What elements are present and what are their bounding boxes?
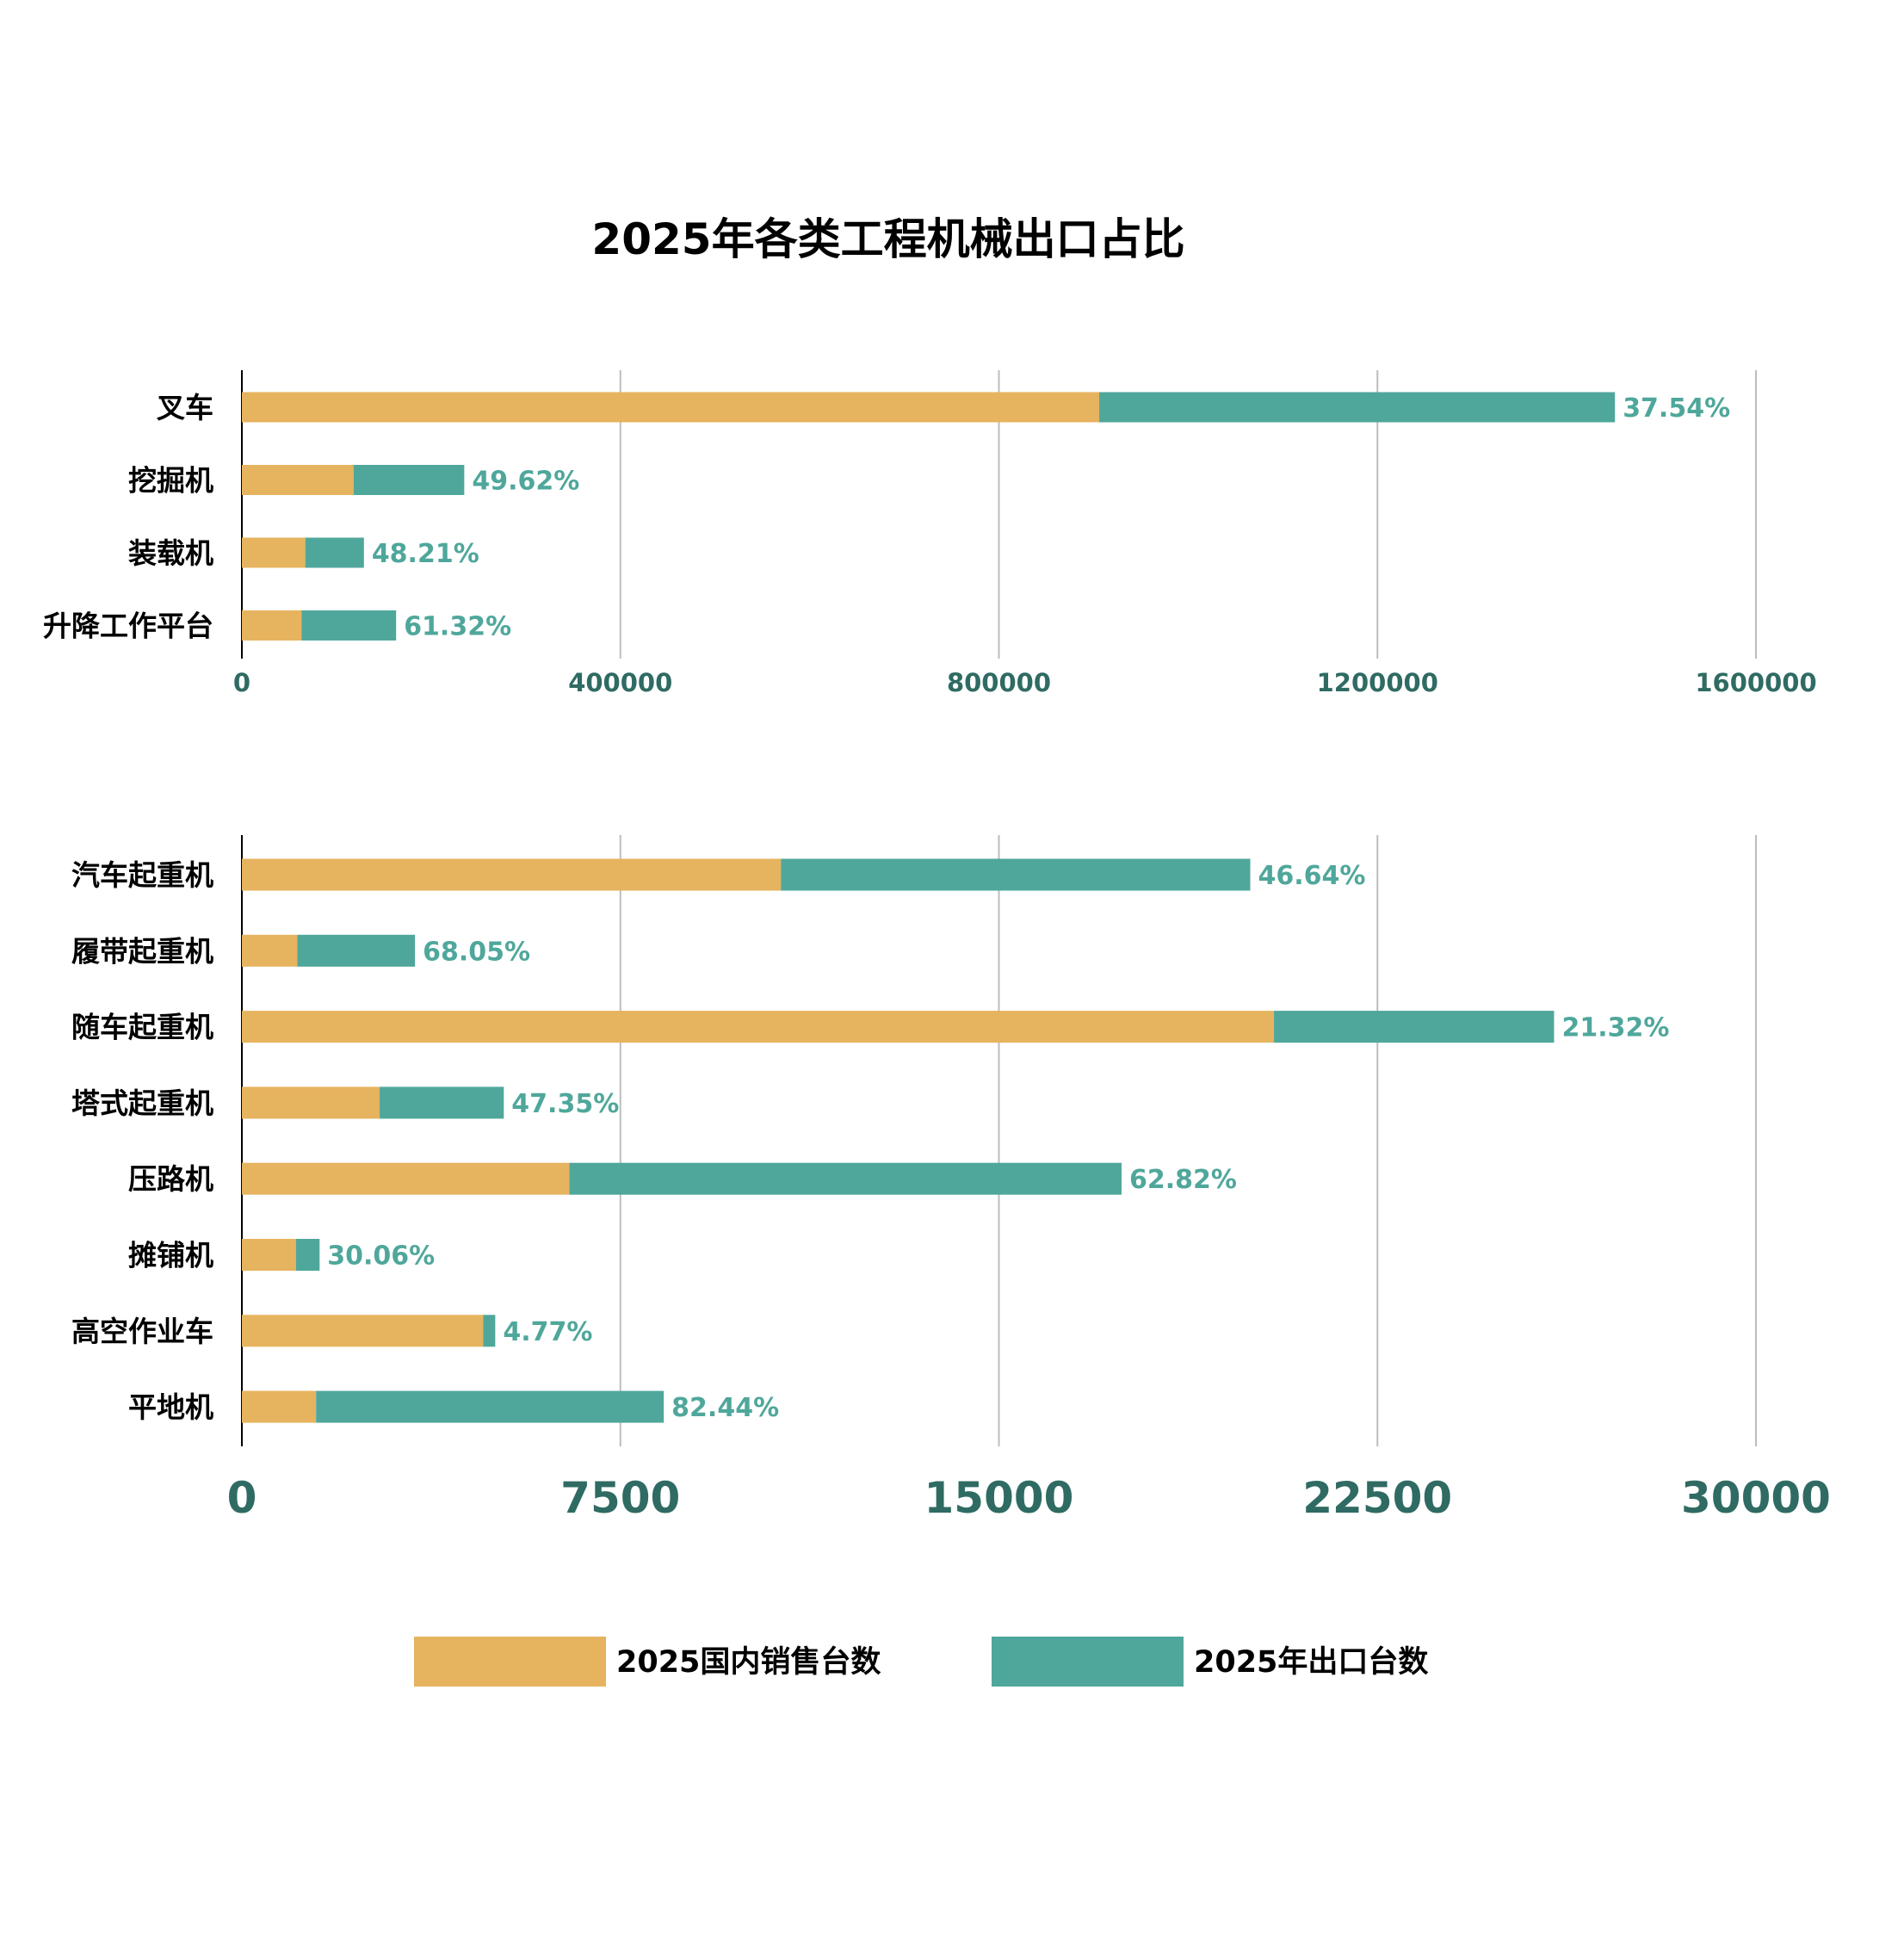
bar-export (569, 1162, 1122, 1195)
bar-domestic (242, 1086, 380, 1119)
legend-swatch (414, 1637, 606, 1687)
data-label: 68.05% (423, 937, 530, 967)
bar-domestic (242, 934, 298, 967)
bar-export (316, 1390, 665, 1423)
data-label: 48.21% (372, 539, 479, 569)
bar-export (380, 1086, 504, 1119)
data-label: 37.54% (1623, 393, 1730, 424)
chart-panel-2: 0 7500 15000 22500 30000 汽车起重机 46.64% 履带起重机 68.0… (71, 835, 1831, 1523)
chart-title: 2025年各类工程机械出口占比 (591, 214, 1184, 264)
category-label: 压路机 (128, 1162, 213, 1196)
data-label: 61.32% (404, 612, 511, 642)
bar-domestic (242, 465, 354, 495)
chart-panel-1: 0 400000 800000 1200000 1600000 叉车 37.54% 挖掘机 49… (43, 370, 1817, 697)
x-tick-label: 15000 (924, 1473, 1074, 1523)
x-tick-label: 1200000 (1317, 668, 1438, 697)
bar-domestic (242, 610, 302, 641)
legend-label: 2025年出口台数 (1194, 1645, 1428, 1680)
category-label: 升降工作平台 (43, 610, 213, 643)
category-label: 装载机 (128, 536, 213, 570)
category-label: 摊铺机 (128, 1239, 213, 1272)
category-label: 汽车起重机 (71, 858, 213, 892)
x-tick-label: 0 (233, 668, 250, 697)
category-label: 随车起重机 (71, 1011, 213, 1044)
legend-label: 2025国内销售台数 (616, 1645, 881, 1680)
category-label: 挖掘机 (128, 464, 213, 498)
legend-swatch (992, 1637, 1184, 1687)
x-tick-label: 1600000 (1695, 668, 1816, 697)
bar-export (305, 537, 364, 568)
data-label: 21.32% (1561, 1013, 1669, 1043)
bar-export (297, 934, 416, 967)
data-label: 49.62% (472, 467, 579, 497)
bar-export (483, 1315, 496, 1347)
bar-export (1099, 392, 1616, 423)
bar-export (301, 610, 397, 641)
bar-domestic (242, 1011, 1275, 1043)
category-label: 高空作业车 (71, 1315, 213, 1348)
x-tick-label: 22500 (1302, 1473, 1452, 1523)
bar-export (353, 465, 465, 495)
data-label: 82.44% (671, 1393, 779, 1423)
bar-export (295, 1239, 320, 1271)
data-label: 62.82% (1129, 1165, 1237, 1195)
bar-domestic (242, 858, 782, 891)
data-label: 46.64% (1258, 861, 1365, 891)
bar-domestic (242, 1315, 484, 1347)
bar-domestic (242, 392, 1100, 423)
chart-panels: 0 400000 800000 1200000 1600000 叉车 37.54% 挖掘机 49… (43, 370, 1831, 1523)
data-label: 30.06% (327, 1241, 435, 1272)
x-tick-label: 7500 (560, 1473, 680, 1523)
category-label: 履带起重机 (71, 934, 213, 968)
x-tick-label: 400000 (568, 668, 672, 697)
data-label: 47.35% (511, 1089, 619, 1119)
data-label: 4.77% (503, 1317, 592, 1347)
category-label: 平地机 (128, 1390, 213, 1424)
legend: 2025国内销售台数 2025年出口台数 (414, 1637, 1428, 1687)
bar-domestic (242, 1239, 296, 1271)
bar-domestic (242, 537, 306, 568)
x-tick-label: 800000 (947, 668, 1051, 697)
bar-export (1274, 1011, 1555, 1043)
bar-domestic (242, 1162, 570, 1195)
bar-domestic (242, 1390, 317, 1423)
category-label: 塔式起重机 (71, 1086, 213, 1120)
x-tick-label: 30000 (1681, 1473, 1831, 1523)
x-tick-label: 0 (227, 1473, 257, 1523)
bar-export (781, 858, 1251, 891)
category-label: 叉车 (156, 391, 213, 424)
